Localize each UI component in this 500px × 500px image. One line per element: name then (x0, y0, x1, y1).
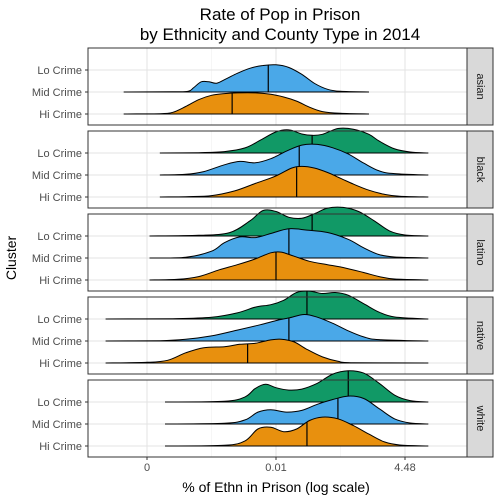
ridge-outline (159, 143, 429, 176)
facet-strip (466, 379, 494, 458)
y-tick-label: Mid Crime (32, 419, 82, 431)
y-axis-title: Cluster (3, 235, 19, 280)
ridge-fill (165, 370, 429, 402)
y-tick-label: Mid Crime (32, 336, 82, 348)
ridge-outline (149, 206, 429, 237)
y-tick-label: Hi Crime (39, 441, 82, 453)
ridge-fill (105, 291, 429, 319)
ridge-fill (165, 417, 429, 446)
ridge-outline (123, 64, 369, 93)
panel-native: Lo Crime Mid Crime Hi Crime native (32, 290, 494, 375)
y-tick-label: Mid Crime (32, 253, 82, 265)
facet-strip (466, 47, 494, 126)
x-tick-label: 0 (144, 462, 150, 474)
ridge-outline (105, 290, 429, 320)
facet-strip-label: latino (474, 239, 486, 265)
ridge-fill (149, 251, 429, 280)
ridge-outline (165, 370, 429, 403)
y-tick-label: Lo Crime (37, 231, 82, 243)
panel-asian: Lo Crime Mid Crime Hi Crime asian (32, 47, 494, 126)
ridge-outline (105, 338, 429, 364)
facet-strip (466, 296, 494, 375)
ridge-black-hi-crime (159, 165, 429, 198)
y-tick-label: Lo Crime (37, 148, 82, 160)
y-tick-label: Mid Crime (32, 87, 82, 99)
ridge-outline (165, 395, 429, 425)
ridge-white-hi-crime (165, 416, 429, 447)
x-axis-title: % of Ethn in Prison (log scale) (182, 479, 370, 495)
facet-strip (466, 213, 494, 292)
y-tick-label: Lo Crime (37, 65, 82, 77)
ridge-fill (159, 144, 429, 175)
facet-panels: Lo Crime Mid Crime Hi Crime asian Lo Crime Mi… (32, 47, 494, 458)
chart-title-line1: Rate of Pop in Prison (200, 5, 361, 24)
ridge-latino-hi-crime (149, 251, 429, 281)
ridge-outline (159, 165, 429, 198)
y-tick-label: Lo Crime (37, 397, 82, 409)
ridge-asian-hi-crime (123, 92, 369, 115)
y-tick-label: Hi Crime (39, 275, 82, 287)
facet-strip-label: white (474, 405, 486, 432)
ridge-fill (123, 92, 369, 114)
x-tick-label: 4.48 (394, 462, 415, 474)
y-tick-label: Lo Crime (37, 314, 82, 326)
ridge-fill (159, 166, 429, 197)
ridge-fill (123, 64, 369, 92)
ridge-fill (105, 314, 429, 341)
ridge-native-hi-crime (105, 338, 429, 364)
y-tick-label: Hi Crime (39, 358, 82, 370)
y-tick-label: Mid Crime (32, 170, 82, 182)
facet-strip-label: native (474, 321, 486, 350)
chart-title-line2: by Ethnicity and County Type in 2014 (140, 25, 420, 44)
ridge-native-lo-crime (105, 290, 429, 320)
facet-strip-label: black (474, 157, 486, 183)
ridge-fill (159, 128, 429, 153)
y-tick-label: Hi Crime (39, 192, 82, 204)
ridge-fill (165, 396, 429, 424)
ridge-outline (159, 127, 429, 154)
ridge-outline (149, 251, 429, 281)
ridge-outline (123, 92, 369, 115)
panel-black: Lo Crime Mid Crime Hi Crime black (32, 127, 494, 209)
ridge-asian-mid-crime (123, 64, 369, 93)
panel-latino: Lo Crime Mid Crime Hi Crime latino (32, 206, 494, 292)
facet-strip (466, 130, 494, 209)
facet-strip-label: asian (474, 73, 486, 99)
panel-white: Lo Crime Mid Crime Hi Crime white (32, 370, 494, 458)
x-axis: 0 0.01 4.48 (144, 457, 416, 474)
ridge-outline (165, 416, 429, 447)
y-tick-label: Hi Crime (39, 109, 82, 121)
x-tick-label: 0.01 (265, 462, 286, 474)
ridge-fill (105, 339, 429, 363)
